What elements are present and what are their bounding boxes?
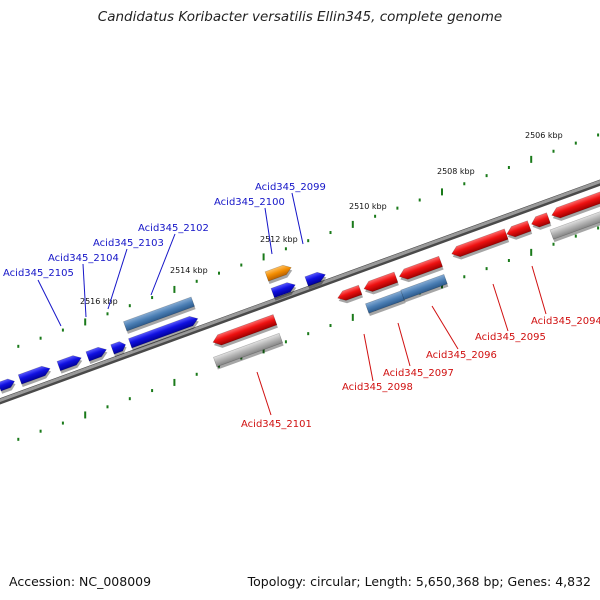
gene-label-acid345-2095: Acid345_2095 [475,332,546,343]
gene-arrow-acid345-2101 [212,314,278,348]
gene-arrow-acid345-2095 [451,228,510,260]
gene-arrow-fwd [0,378,16,394]
tick-label: 2514 kbp [170,266,208,275]
tick-label: 2506 kbp [525,131,563,140]
map-title: Candidatus Koribacter versatilis Ellin34… [97,9,503,25]
gene-arrow-acid345-2096 [398,255,444,283]
gene-arrow-fwd [110,341,127,357]
gene-label-acid345-2097: Acid345_2097 [383,368,454,379]
gene-arrow-fwd [17,365,52,387]
tick-label: 2508 kbp [437,167,475,176]
gene-arrow-acid345-2097 [363,271,399,295]
genome-info-text: Topology: circular; Length: 5,650,368 bp… [247,574,591,589]
gene-arrow-acid345-2094 [551,189,600,221]
leader-lines [37,192,547,416]
gene-features [0,189,600,394]
gene-label-acid345-2102: Acid345_2102 [138,223,209,234]
gene-label-acid345-2096: Acid345_2096 [426,350,497,361]
gene-label-acid345-2104: Acid345_2104 [48,253,119,264]
rna-gene-acid345-2099 [264,264,293,284]
scale-track-outer [17,133,600,348]
gene-box-steel [123,296,196,334]
gene-arrow-red [506,220,533,240]
gene-labels: Acid345_2099 Acid345_2100 Acid345_2102 A… [3,182,600,430]
tick-label: 2516 kbp [80,297,118,306]
gene-arrow-fwd [85,346,108,364]
gene-arrow-fwd [56,355,83,374]
accession-text: Accession: NC_008009 [9,574,152,589]
scale-labels: 2506 kbp 2508 kbp 2510 kbp 2512 kbp 2514… [80,131,563,306]
gene-label-acid345-2100: Acid345_2100 [214,197,285,208]
gene-arrow-acid345-2100 [270,282,297,301]
gene-arrow-acid345-2098 [337,284,364,304]
gene-label-acid345-2098: Acid345_2098 [342,382,413,393]
gene-box-gray [549,210,600,243]
gene-arrow-acid345-2102 [128,316,199,351]
gene-arrow-red [531,212,552,230]
gene-arrow-fwd [304,271,327,289]
genome-backbone [0,179,600,405]
tick-label: 2510 kbp [349,202,387,211]
tick-label: 2512 kbp [260,235,298,244]
gene-label-acid345-2099: Acid345_2099 [255,182,326,193]
gene-label-acid345-2103: Acid345_2103 [93,238,164,249]
gene-box-gray [213,332,284,370]
gene-box-steel [365,290,406,317]
gene-label-acid345-2094: Acid345_2094 [531,316,600,327]
gene-label-acid345-2101: Acid345_2101 [241,419,312,430]
gene-box-steel [400,274,449,303]
gene-label-acid345-2105: Acid345_2105 [3,268,74,279]
